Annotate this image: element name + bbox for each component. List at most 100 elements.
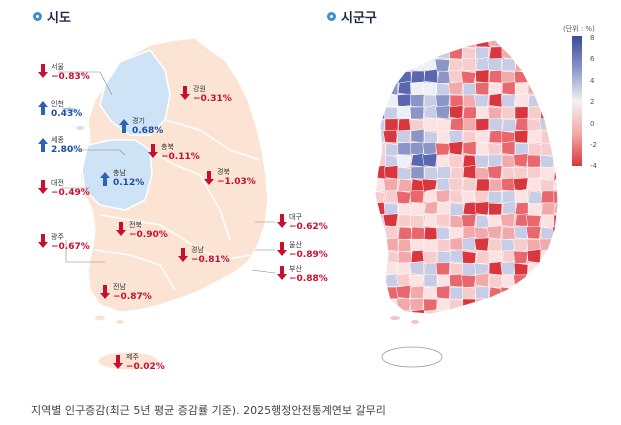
district-cell	[500, 212, 516, 228]
district-cell	[375, 298, 387, 313]
district-cell	[410, 70, 426, 84]
district-cell	[435, 142, 451, 157]
right-map-title-text: 시군구	[341, 11, 377, 26]
district-cell	[435, 94, 451, 108]
left-map-title: 시도	[33, 7, 71, 26]
region-name: 경북	[217, 168, 230, 176]
district-cell	[527, 285, 542, 300]
district-cell	[375, 226, 386, 241]
figure-caption: 지역별 인구증감(최근 5년 평균 증감률 기준). 2025행정안전통계연보 …	[31, 404, 386, 417]
district-cell	[553, 190, 558, 205]
district-cell	[488, 69, 504, 84]
right-map-title: 시군구	[327, 7, 377, 26]
region-value: −0.83%	[51, 72, 90, 82]
district-cell	[436, 201, 451, 216]
region-value: −0.90%	[129, 230, 168, 240]
district-cell	[527, 58, 543, 72]
district-cell	[435, 213, 451, 228]
district-cell	[448, 141, 464, 156]
district-cell	[527, 40, 542, 49]
district-cell	[527, 262, 543, 277]
district-cell	[527, 166, 542, 180]
district-cell	[396, 129, 412, 144]
legend-unit: (단위 : %)	[563, 25, 595, 33]
district-cell	[461, 250, 477, 266]
district-cell	[487, 309, 503, 314]
district-cell	[449, 214, 464, 229]
district-cell	[475, 82, 490, 96]
district-cell	[409, 238, 425, 252]
district-cell	[553, 274, 558, 288]
region-value: −1.03%	[217, 177, 256, 187]
district-cell	[488, 130, 504, 144]
district-cell	[474, 272, 490, 288]
district-cell	[396, 297, 412, 312]
region-name: 경남	[191, 246, 204, 254]
region-value: 0.12%	[113, 178, 145, 188]
district-cell	[460, 70, 477, 86]
district-cell	[501, 190, 517, 204]
district-cell	[397, 93, 412, 108]
region-value: 2.80%	[51, 145, 83, 155]
district-cell	[501, 298, 516, 314]
district-cell	[449, 310, 464, 314]
district-cell	[423, 298, 438, 312]
district-cell	[449, 105, 464, 120]
district-cell	[527, 129, 543, 144]
district-cell	[423, 273, 438, 288]
down-arrow-icon	[113, 355, 123, 369]
region-value: −0.89%	[289, 250, 328, 260]
district-cell	[487, 190, 503, 205]
district-cell	[409, 298, 425, 312]
district-cell	[514, 188, 529, 204]
district-cell	[527, 142, 543, 157]
region-value: −0.67%	[51, 242, 90, 252]
district-cell	[397, 178, 414, 193]
district-cell	[513, 250, 529, 265]
district-cell	[395, 310, 412, 314]
district-cell	[514, 40, 530, 48]
district-cell	[553, 262, 558, 276]
district-cell	[474, 237, 490, 252]
district-cell	[396, 45, 412, 60]
district-cell	[488, 297, 504, 312]
district-cell	[488, 117, 503, 132]
district-cell	[553, 238, 558, 252]
gyeonggi-region	[99, 49, 171, 136]
district-cell	[409, 106, 425, 120]
district-cell	[539, 166, 555, 181]
district-cell	[540, 45, 556, 60]
region-name: 강원	[193, 85, 206, 93]
district-cell	[513, 310, 529, 314]
district-cell	[462, 141, 477, 156]
district-cell	[435, 105, 451, 120]
district-cell	[553, 154, 558, 169]
district-cell	[552, 94, 558, 108]
district-cell	[552, 225, 558, 240]
left-map-title-text: 시도	[47, 11, 71, 26]
district-cell	[423, 166, 439, 181]
district-cell	[553, 130, 558, 145]
district-cell	[488, 238, 503, 252]
district-cell	[448, 81, 464, 96]
district-cell	[526, 248, 542, 264]
district-cell	[462, 118, 477, 132]
district-cell	[552, 44, 558, 60]
district-cell	[396, 40, 412, 49]
district-cell	[486, 225, 503, 240]
down-arrow-icon	[38, 64, 48, 78]
jeju-island-outline	[381, 346, 443, 368]
district-cell	[375, 262, 386, 276]
district-cell	[551, 70, 558, 85]
district-cell	[539, 238, 555, 252]
district-cell	[540, 94, 555, 109]
district-cell	[488, 93, 503, 108]
district-cell	[396, 190, 412, 205]
district-cell	[383, 40, 399, 49]
district-cell	[410, 81, 425, 96]
district-cell	[488, 202, 503, 217]
district-cell	[514, 82, 529, 96]
district-cell	[423, 286, 438, 301]
district-cell	[436, 285, 451, 300]
district-cell	[501, 58, 516, 72]
